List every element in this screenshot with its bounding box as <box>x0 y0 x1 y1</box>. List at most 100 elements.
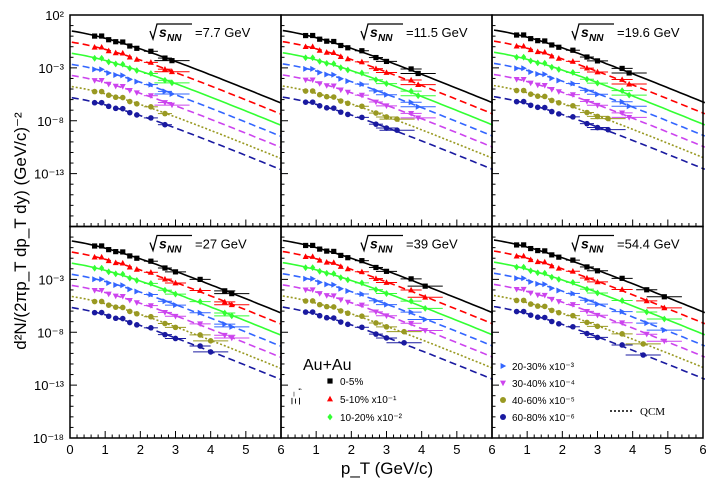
marker-triangle-down <box>161 100 168 106</box>
marker-triangle-down <box>643 331 650 338</box>
marker-triangle-right <box>134 288 141 295</box>
marker-triangle-right <box>99 276 105 283</box>
marker-circle <box>527 102 534 109</box>
marker-diamond <box>345 66 351 74</box>
marker-circle <box>541 303 548 310</box>
marker-circle <box>640 341 647 347</box>
marker-triangle-up <box>520 252 527 259</box>
marker-triangle-down <box>520 286 527 293</box>
marker-diamond <box>584 285 590 293</box>
marker-diamond <box>92 264 98 272</box>
legend-label: 60-80% x10⁻⁶ <box>512 413 575 424</box>
marker-circle <box>98 298 105 305</box>
marker-triangle-up <box>408 76 415 83</box>
marker-triangle-up <box>105 257 112 264</box>
marker-triangle-down <box>383 313 390 319</box>
y-tick-label-bottom: 10⁻¹⁸ <box>33 431 64 446</box>
marker-triangle-down <box>161 310 168 316</box>
marker-triangle-right <box>535 70 541 77</box>
marker-diamond <box>422 304 428 312</box>
marker-triangle-down <box>555 89 562 95</box>
marker-diamond <box>514 53 520 61</box>
marker-triangle-right <box>303 275 309 282</box>
marker-square <box>113 39 119 45</box>
marker-triangle-down <box>323 83 330 89</box>
marker-triangle-down <box>133 90 140 96</box>
marker-triangle-up <box>147 269 154 275</box>
marker-triangle-up <box>330 49 337 56</box>
marker-square <box>92 243 98 249</box>
x-tick-label: 4 <box>418 442 425 457</box>
marker-circle <box>197 332 203 338</box>
marker-square <box>127 253 133 259</box>
marker-circle <box>373 331 379 337</box>
marker-circle <box>316 103 323 109</box>
marker-triangle-down <box>619 110 626 117</box>
marker-diamond <box>310 54 316 62</box>
sqrt-sign <box>149 23 192 42</box>
marker-circle <box>105 313 112 320</box>
marker-diamond <box>148 70 154 77</box>
marker-diamond <box>626 91 632 99</box>
marker-triangle-up <box>541 48 548 55</box>
marker-triangle-right <box>127 76 133 83</box>
marker-square <box>303 32 309 39</box>
marker-circle <box>302 309 309 315</box>
marker-square <box>542 248 548 254</box>
marker-square <box>310 242 316 249</box>
marker-diamond <box>106 58 112 66</box>
energy-label: =19.6 GeV <box>617 25 680 40</box>
marker-triangle-right <box>619 308 626 315</box>
marker-diamond <box>303 54 309 62</box>
marker-circle <box>330 304 337 310</box>
x-axis-title: p_T (GeV/c) <box>341 459 433 478</box>
marker-square <box>162 55 168 61</box>
marker-triangle-up <box>147 59 154 65</box>
sqrt-sign <box>571 23 614 42</box>
marker-circle <box>148 103 154 110</box>
marker-circle <box>513 297 520 304</box>
marker-triangle-down <box>372 99 379 106</box>
legend-system: Au+Au <box>303 357 351 374</box>
sqrt-subscript: NN <box>167 33 182 44</box>
marker-triangle-up <box>594 68 601 75</box>
marker-diamond <box>310 264 316 272</box>
marker-diamond <box>535 269 541 277</box>
marker-diamond <box>162 76 168 84</box>
marker-square <box>408 276 414 282</box>
marker-square <box>415 70 421 77</box>
marker-circle <box>323 93 330 100</box>
marker-triangle-right <box>222 321 228 328</box>
marker-triangle-up <box>302 43 309 50</box>
legend-label: 40-60% x10⁻⁵ <box>512 396 575 407</box>
marker-triangle-down <box>98 78 105 84</box>
marker-triangle-down <box>337 87 344 94</box>
marker-diamond <box>324 59 330 67</box>
legend-marker-circle <box>500 414 506 420</box>
marker-diamond <box>549 63 555 71</box>
marker-triangle-up <box>548 52 555 59</box>
model-curve-4 <box>494 283 705 358</box>
marker-circle <box>91 99 98 106</box>
marker-triangle-right <box>338 75 344 82</box>
marker-circle <box>527 301 534 307</box>
marker-square <box>331 248 337 255</box>
sqrt-s-symbol: s <box>159 236 167 252</box>
marker-triangle-up <box>337 53 344 59</box>
legend-label: 0-5% <box>340 377 363 388</box>
marker-circle <box>584 319 590 326</box>
legend-marker-square <box>327 378 333 384</box>
marker-square <box>222 288 228 294</box>
x-tick-label: 3 <box>594 442 601 457</box>
model-curve-4 <box>71 284 281 359</box>
marker-diamond <box>229 312 235 320</box>
marker-circle <box>112 94 119 101</box>
marker-triangle-right <box>549 75 555 82</box>
sqrt-s-symbol: s <box>581 24 589 40</box>
marker-triangle-up <box>534 48 541 55</box>
marker-triangle-right <box>584 87 591 94</box>
marker-square <box>120 249 126 255</box>
marker-triangle-right <box>310 65 316 72</box>
marker-square <box>594 268 601 274</box>
marker-square <box>345 255 351 261</box>
